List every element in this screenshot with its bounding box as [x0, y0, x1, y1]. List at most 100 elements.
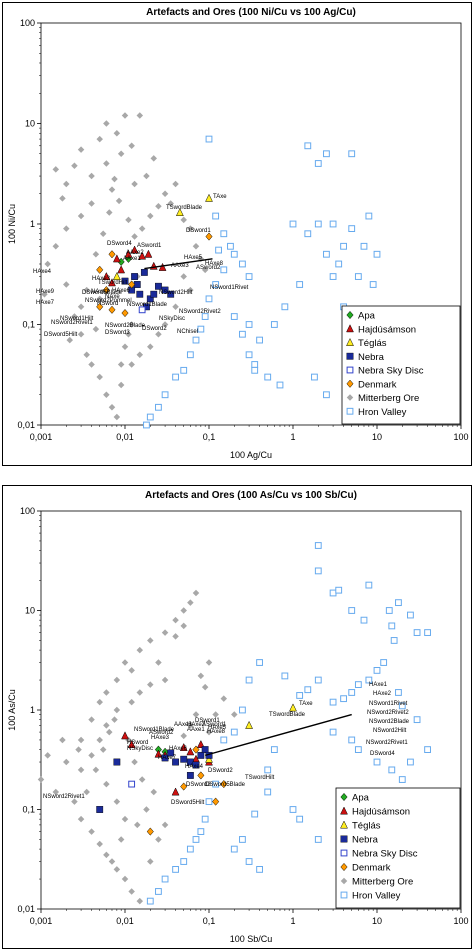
sample-label: DSword5Blade	[82, 290, 123, 296]
sample-label: NSword1Blade	[127, 302, 168, 308]
data-point	[385, 607, 393, 614]
series-denmark	[146, 745, 228, 836]
sample-label: DSword2	[142, 326, 167, 332]
data-point	[143, 172, 150, 180]
legend-label-nebra-sky-disc: Nebra Sky Disc	[352, 849, 418, 860]
sample-label: HAxe3	[92, 276, 111, 282]
data-point	[147, 212, 154, 220]
data-point	[138, 225, 146, 232]
sample-label: NSkyDisc	[159, 316, 185, 322]
data-point	[251, 366, 259, 374]
legend-marker-nebra-sky-disc	[340, 849, 348, 857]
data-point	[138, 251, 147, 260]
sample-label: NSkyDisc	[127, 746, 153, 752]
legend: Apa Hajdúsámson Téglás Nebra Nebra Sky Disc D…	[335, 787, 461, 909]
sample-label: HAxe9	[36, 289, 55, 295]
data-point	[212, 212, 220, 220]
x-axis-label: 100 Sb/Cu	[230, 934, 273, 944]
x-tick-label: 100	[453, 432, 468, 442]
data-point	[323, 150, 330, 158]
data-point	[158, 262, 167, 271]
data-point	[121, 731, 129, 740]
data-point	[323, 391, 330, 399]
data-point	[121, 277, 129, 285]
data-point	[125, 216, 132, 224]
data-point	[161, 821, 169, 829]
sample-label: NSword2Blade	[369, 719, 410, 725]
sample-label: NSword2Rivet2	[179, 309, 221, 315]
data-point	[314, 220, 322, 228]
data-point	[354, 681, 362, 689]
sample-label: DSword5Hilt	[44, 332, 78, 338]
data-point	[102, 286, 110, 295]
sample-label: NSword1Rivet	[210, 285, 249, 291]
legend-label-teglas: Téglás	[352, 821, 381, 832]
data-point	[108, 404, 116, 411]
series-nebra	[121, 268, 175, 311]
legend-marker-teglas	[346, 337, 354, 346]
data-point	[161, 190, 169, 197]
data-point	[147, 343, 154, 351]
data-point	[340, 695, 347, 703]
data-point	[71, 798, 78, 805]
data-point	[175, 207, 184, 216]
y-tick-label: 0,01	[17, 904, 35, 914]
data-point	[270, 746, 278, 753]
data-point	[264, 788, 272, 796]
as-vs-sb-chart: Artefacts and Ores (100 As/Cu vs 100 Sb/…	[7, 490, 469, 944]
data-point	[245, 858, 253, 865]
data-point	[205, 754, 213, 763]
data-point	[314, 567, 322, 575]
sample-label: NSword2Hilt	[159, 290, 193, 296]
trend-line	[144, 258, 213, 270]
data-point	[88, 752, 95, 759]
data-point	[196, 739, 205, 748]
sample-label: NSword2Pommel	[85, 298, 132, 304]
data-point	[323, 250, 330, 258]
data-point	[365, 581, 373, 589]
data-point	[136, 112, 144, 119]
data-point	[172, 373, 179, 381]
data-point	[369, 281, 377, 288]
sample-label: NSword2Hilt	[373, 728, 407, 734]
data-point	[192, 761, 200, 769]
x-tick-label: 100	[453, 916, 468, 926]
data-point	[147, 681, 154, 688]
data-point	[380, 659, 388, 666]
data-point	[180, 607, 187, 614]
data-point	[329, 273, 337, 280]
x-tick-label: 10	[372, 432, 382, 442]
data-point	[77, 303, 85, 311]
data-point	[314, 676, 322, 684]
x-tick-label: 0,01	[116, 432, 134, 442]
data-point	[146, 897, 154, 905]
legend-marker-apa	[340, 792, 348, 802]
y-tick-label: 10	[25, 119, 35, 129]
data-point	[172, 758, 179, 766]
data-point	[127, 739, 136, 748]
legend-label-denmark: Denmark	[358, 379, 397, 390]
data-point	[146, 827, 154, 836]
data-point	[201, 683, 209, 691]
legend-box	[335, 787, 461, 909]
sample-label: ASword1	[202, 722, 227, 728]
sample-label: TSwordHilt	[245, 775, 275, 781]
data-point	[395, 689, 402, 696]
data-point	[131, 758, 138, 766]
data-point	[155, 888, 162, 895]
legend-label-hajdusamson: Hajdúsámson	[352, 807, 410, 818]
legend-marker-hron-valley	[346, 407, 354, 415]
data-point	[281, 303, 289, 311]
series-teglas	[112, 193, 213, 280]
data-point	[124, 249, 133, 258]
ni-vs-ag-chart: Artefacts and Ores (100 Ni/Cu vs 100 Ag/…	[7, 7, 469, 460]
data-point	[413, 629, 421, 636]
data-point	[205, 659, 213, 666]
data-point	[256, 336, 263, 344]
data-point	[150, 290, 158, 298]
data-point	[201, 815, 209, 823]
data-point	[388, 766, 396, 774]
legend-marker-nebra	[346, 352, 354, 360]
data-point	[77, 766, 85, 774]
data-point	[115, 197, 123, 205]
